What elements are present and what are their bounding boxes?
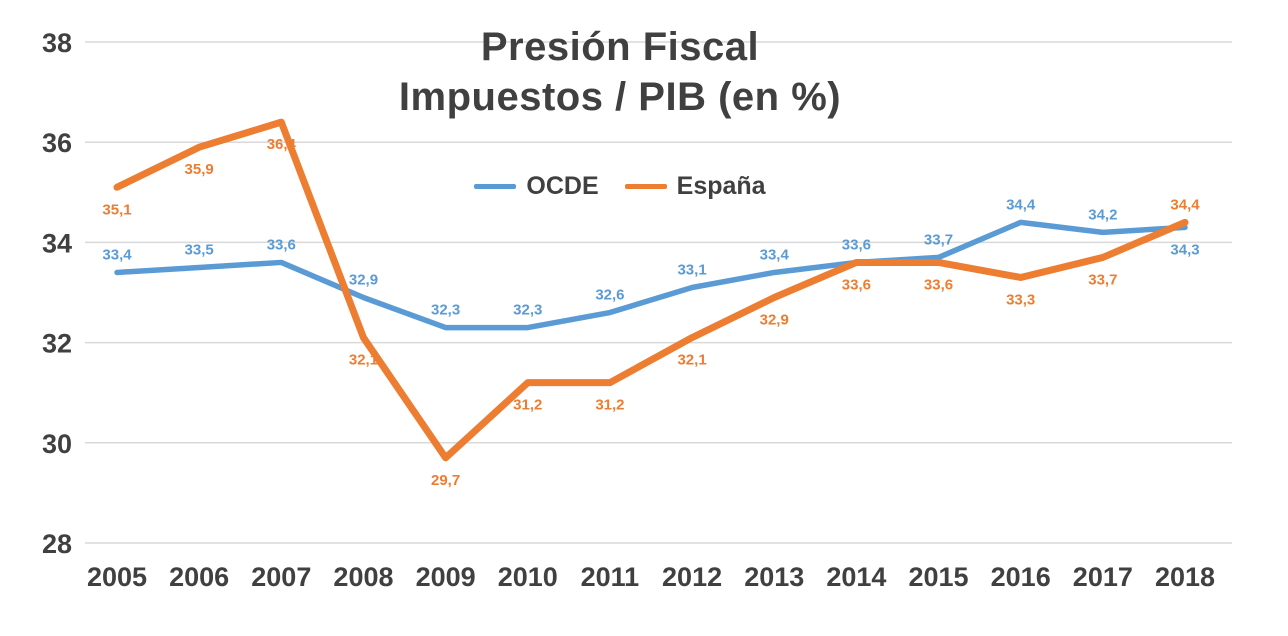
data-label-españa: 29,7 (431, 472, 460, 489)
chart-title: Presión Fiscal Impuestos / PIB (en %) (0, 22, 1240, 122)
y-tick-label: 30 (42, 429, 72, 459)
data-label-ocde: 34,3 (1170, 241, 1199, 258)
data-label-ocde: 34,4 (1006, 196, 1036, 213)
data-label-españa: 32,9 (760, 312, 789, 329)
data-label-ocde: 33,5 (185, 241, 214, 258)
data-label-ocde: 33,6 (842, 236, 871, 253)
data-label-españa: 34,4 (1170, 196, 1200, 213)
data-label-ocde: 33,7 (924, 231, 953, 248)
x-tick-label: 2007 (251, 562, 311, 592)
x-tick-label: 2009 (416, 562, 476, 592)
legend-label-ocde: OCDE (526, 172, 599, 200)
legend-swatch-españa (624, 184, 667, 189)
data-label-españa: 33,6 (924, 276, 953, 293)
x-tick-label: 2008 (333, 562, 393, 592)
series-line-ocde (114, 219, 1188, 331)
x-tick-label: 2010 (498, 562, 558, 592)
data-label-españa: 31,2 (513, 397, 542, 414)
data-label-españa: 35,1 (102, 201, 131, 218)
chart-title-line1: Presión Fiscal (480, 25, 760, 69)
x-tick-label: 2006 (169, 562, 229, 592)
data-label-ocde: 33,6 (267, 236, 296, 253)
data-label-españa: 33,3 (1006, 291, 1035, 308)
y-tick-label: 32 (42, 329, 72, 359)
x-tick-label: 2014 (826, 562, 886, 592)
y-tick-label: 34 (42, 228, 72, 258)
y-tick-label: 36 (42, 128, 72, 158)
data-label-ocde: 32,3 (513, 302, 542, 319)
legend-swatch-ocde (474, 184, 517, 189)
y-tick-label: 38 (42, 28, 72, 58)
x-tick-label: 2013 (744, 562, 804, 592)
data-label-españa: 31,2 (595, 397, 624, 414)
legend: OCDE España (0, 172, 1240, 201)
data-label-ocde: 32,6 (595, 287, 624, 304)
data-label-ocde: 32,9 (349, 272, 378, 289)
x-tick-label: 2011 (581, 562, 640, 592)
data-label-ocde: 33,4 (102, 246, 132, 263)
x-tick-label: 2018 (1155, 562, 1215, 592)
data-label-españa: 35,9 (185, 161, 214, 178)
legend-item-españa: España (624, 172, 766, 201)
y-tick-label: 28 (42, 529, 72, 559)
chart-title-line2: Impuestos / PIB (en %) (398, 75, 842, 119)
x-tick-label: 2012 (662, 562, 722, 592)
x-tick-label: 2005 (87, 562, 147, 592)
legend-item-ocde: OCDE (474, 172, 599, 201)
data-label-ocde: 33,1 (677, 261, 706, 278)
x-tick-label: 2015 (908, 562, 968, 592)
data-label-españa: 36,4 (267, 136, 297, 153)
series-line-españa (113, 118, 1189, 462)
data-label-españa: 33,7 (1088, 271, 1117, 288)
data-label-ocde: 34,2 (1088, 206, 1117, 223)
data-label-españa: 33,6 (842, 276, 871, 293)
legend-label-españa: España (676, 172, 766, 200)
data-label-españa: 32,1 (349, 352, 378, 369)
x-tick-label: 2016 (991, 562, 1051, 592)
x-tick-label: 2017 (1073, 562, 1133, 592)
data-label-ocde: 32,3 (431, 302, 460, 319)
data-label-españa: 32,1 (677, 352, 706, 369)
data-label-ocde: 33,4 (760, 246, 790, 263)
